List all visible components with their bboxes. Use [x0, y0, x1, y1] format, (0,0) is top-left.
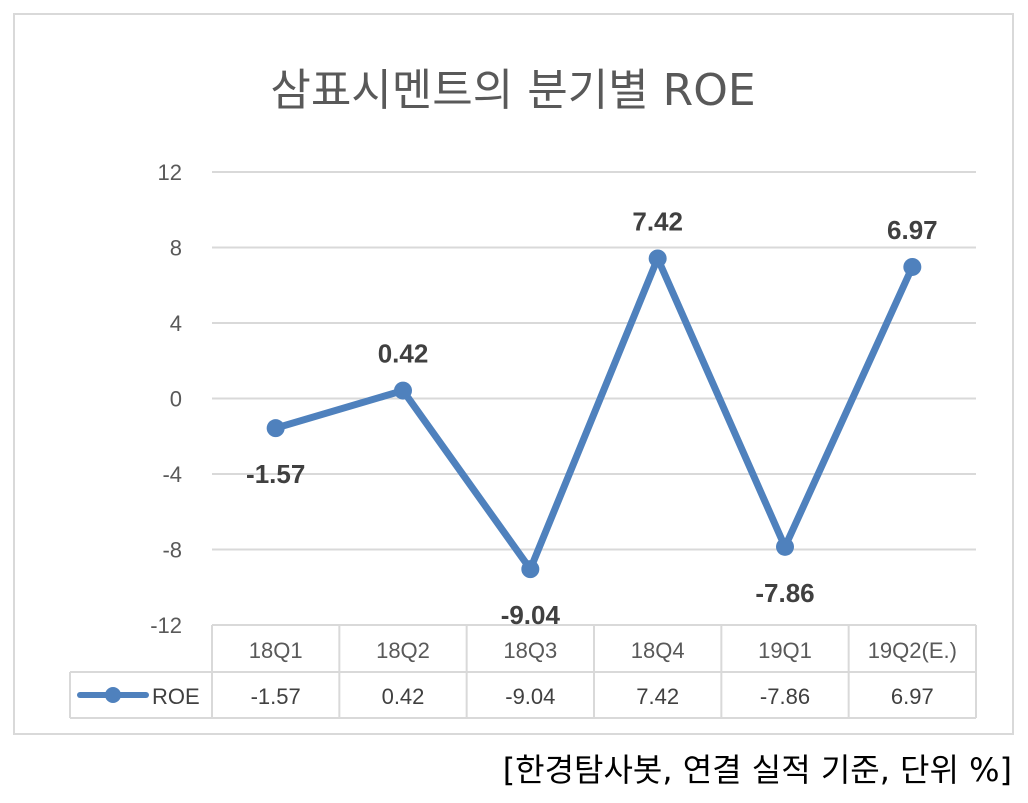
data-point [521, 560, 540, 579]
y-tick-label: 0 [170, 387, 182, 412]
y-tick-label: 8 [170, 236, 182, 261]
category-label: 18Q4 [631, 638, 685, 663]
table-cell-value: -7.86 [760, 684, 810, 709]
gridlines [212, 171, 976, 626]
data-point [903, 257, 922, 276]
legend-marker [105, 687, 121, 703]
data-point [266, 419, 285, 438]
data-label: -7.86 [755, 578, 814, 608]
y-tick-label: 12 [158, 160, 182, 185]
data-table: 18Q1 18Q2 18Q3 18Q4 19Q1 19Q2(E.) -1.57 0.42 -9.… [69, 624, 977, 719]
category-label: 18Q1 [249, 638, 303, 663]
data-point [394, 381, 412, 400]
y-tick-label: 4 [170, 311, 182, 336]
data-point [776, 537, 794, 556]
table-cell-value: -1.57 [251, 684, 301, 709]
y-tick-label: -8 [162, 538, 182, 563]
table-cell-value: -9.04 [505, 684, 555, 709]
category-label: 18Q3 [503, 638, 557, 663]
category-label: 18Q2 [376, 638, 430, 663]
y-tick-label: -4 [162, 462, 182, 487]
chart-frame [13, 13, 1014, 735]
data-label: 7.42 [632, 206, 683, 236]
y-tick-label: -12 [150, 613, 182, 638]
legend-label: ROE [152, 684, 200, 709]
table-cell-value: 6.97 [891, 684, 934, 709]
series-roe [266, 249, 922, 579]
y-axis-ticks: 12 8 4 0 -4 -8 -12 [150, 160, 182, 638]
category-label: 19Q2(E.) [868, 638, 957, 663]
chart-title: 삼표시멘트의 분기별 ROE [270, 65, 755, 116]
data-label: -9.04 [501, 600, 561, 630]
data-label: 6.97 [887, 215, 938, 245]
data-label: 0.42 [378, 339, 429, 369]
table-cell-value: 0.42 [382, 684, 425, 709]
category-label: 19Q1 [758, 638, 812, 663]
source-note: [한경탐사봇, 연결 실적 기준, 단위 %] [502, 751, 1012, 789]
table-cell-value: 7.42 [636, 684, 679, 709]
data-point [648, 249, 667, 268]
data-labels: -1.57 0.42 -9.04 7.42 -7.86 6.97 [246, 206, 938, 630]
roe-series-line [272, 254, 916, 573]
data-label: -1.57 [246, 459, 305, 489]
